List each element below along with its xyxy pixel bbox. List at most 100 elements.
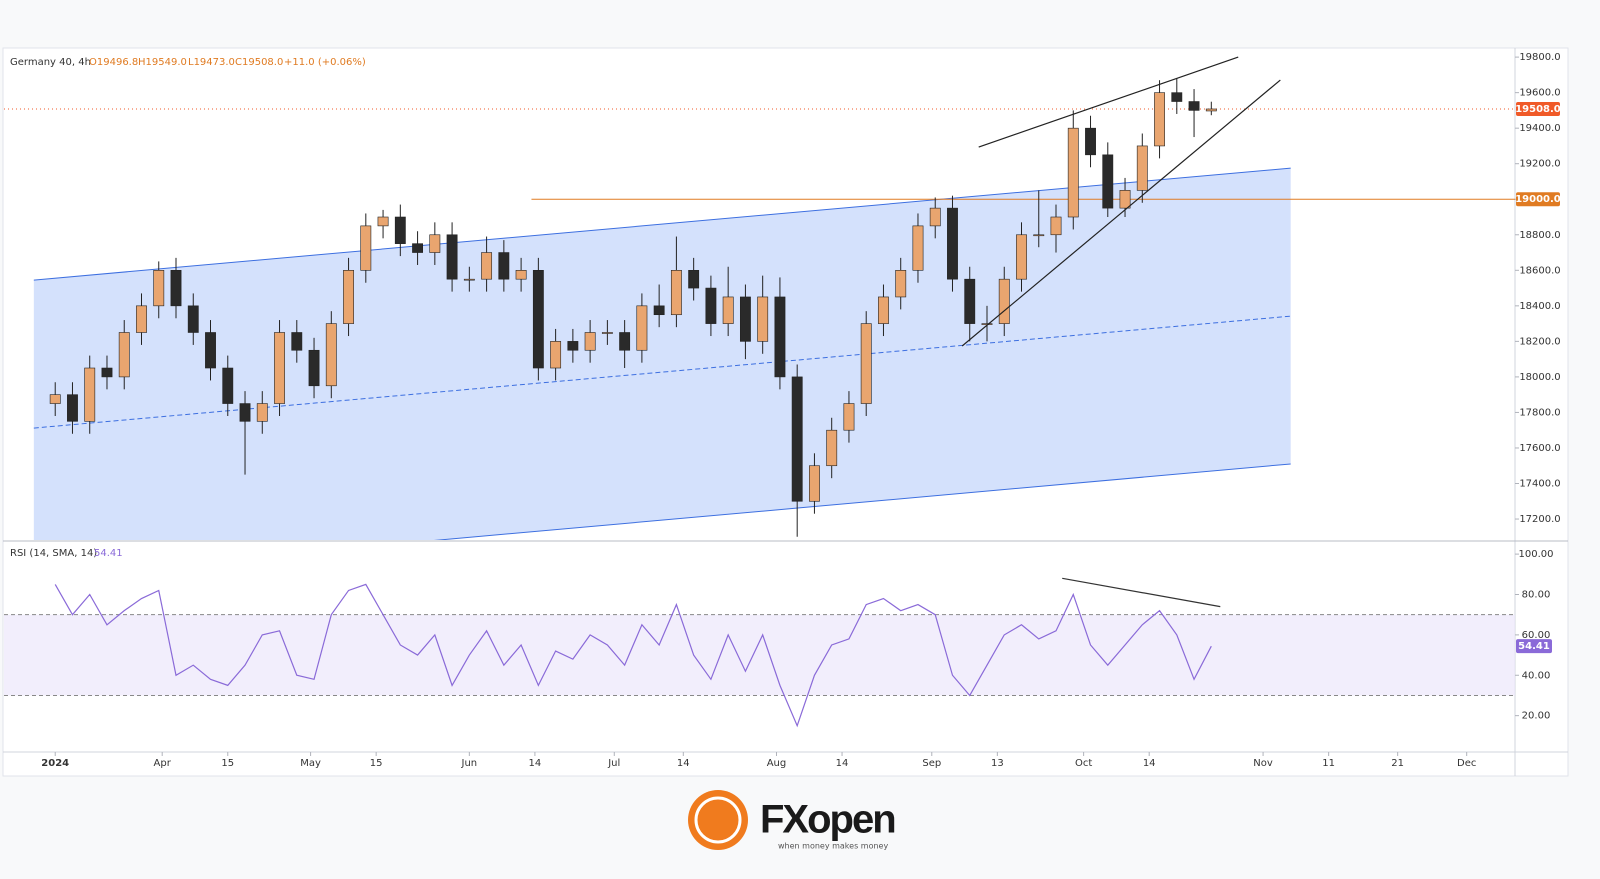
logo-mark-ring (694, 796, 742, 844)
x-tick-label: Nov (1253, 758, 1273, 769)
x-tick-label: Aug (767, 758, 787, 769)
candle-body (722, 296, 734, 324)
rsi-band (4, 614, 1515, 696)
candle-body (84, 367, 96, 422)
trendline (961, 79, 1281, 347)
candle-body (463, 278, 475, 281)
x-tick-label: May (300, 758, 321, 769)
candle-body (153, 270, 165, 307)
candle-body (291, 332, 303, 351)
candle-body (705, 287, 717, 324)
y-tick-label: 20.00 (1522, 711, 1551, 722)
channel-lower (433, 463, 1291, 540)
y-tick-label: 100.00 (1519, 549, 1554, 560)
candle-body (101, 367, 113, 378)
candle-body (1154, 92, 1165, 147)
candle-body (1102, 154, 1114, 209)
candle-body (878, 296, 889, 324)
candle-body (567, 341, 579, 351)
candle-body (912, 225, 924, 271)
x-tick-label: 2024 (41, 758, 69, 769)
y-tick-label: 18800.0 (1519, 230, 1560, 241)
x-tick-label: Jun (461, 758, 478, 769)
price-pane (4, 56, 1515, 540)
level-label: 19508.0 (1515, 104, 1561, 115)
candle-body (256, 403, 268, 422)
candle-body (739, 296, 751, 342)
candle-body (170, 270, 182, 307)
candle-body (49, 394, 61, 404)
candle-body (947, 207, 958, 280)
brand-tagline: when money makes money (778, 842, 888, 851)
candle-body (584, 332, 596, 351)
y-tick-label: 19400.0 (1519, 123, 1560, 134)
candle-body (653, 305, 665, 316)
x-tick-label: 15 (370, 758, 383, 769)
y-tick-label: 18000.0 (1519, 372, 1560, 383)
x-tick-label: 14 (1143, 758, 1156, 769)
candle-body (929, 207, 941, 227)
y-tick-label: 19600.0 (1519, 88, 1560, 99)
candle-body (1085, 127, 1096, 156)
brand-logo: FXopen when money makes money (688, 790, 897, 851)
y-tick-label: 60.00 (1522, 630, 1551, 641)
candle-body (843, 403, 855, 431)
x-tick-label: 21 (1391, 758, 1404, 769)
symbol-label: Germany 40, 4h (10, 57, 91, 68)
y-tick-label: 17600.0 (1519, 443, 1560, 454)
brand-name: FXopen (760, 798, 895, 842)
candle-body (343, 270, 354, 324)
candle-body (532, 270, 544, 369)
close-label: C19508.0 (235, 57, 283, 68)
candle-body (394, 216, 406, 244)
candle-body (601, 332, 613, 334)
channel-fill (33, 168, 1291, 540)
x-tick-label: Dec (1457, 758, 1476, 769)
candle-body (274, 332, 285, 404)
candle-body (429, 234, 441, 253)
candle-body (550, 341, 562, 369)
change-label: +11.0 (+0.06%) (284, 57, 366, 68)
candle-body (895, 270, 907, 298)
candle-body (1119, 190, 1131, 209)
candle-body (1016, 234, 1027, 280)
rsi-last-label: 54.41 (1518, 641, 1550, 652)
candle-body (809, 465, 820, 502)
x-tick-label: 14 (529, 758, 542, 769)
trendline (978, 56, 1239, 148)
candle-body (964, 278, 976, 324)
candle-body (325, 323, 337, 387)
high-label: H19549.0 (138, 57, 187, 68)
x-tick-label: Sep (922, 758, 941, 769)
candle-body (688, 270, 700, 289)
y-tick-label: 40.00 (1522, 670, 1551, 681)
candle-body (187, 305, 199, 333)
rsi-last-value: 54.41 (94, 548, 123, 559)
y-tick-label: 19200.0 (1519, 159, 1560, 170)
divergence-line (1062, 577, 1221, 608)
candle-body (774, 296, 786, 378)
candle-body (1205, 108, 1217, 112)
candle-body (1067, 127, 1079, 218)
open-label: O19496.8 (89, 57, 138, 68)
candle-body (619, 332, 631, 351)
candle-body (1136, 145, 1148, 191)
candle-body (826, 429, 838, 467)
candle-body (670, 270, 682, 316)
axes: 2024 Apr 15 May 15 Jun 14 Jul 14 Aug 14 Sep 13 Oct 14 N… (41, 52, 1561, 769)
x-tick-label: Apr (154, 758, 172, 769)
low-label: L19473.0 (188, 57, 235, 68)
x-tick-label: 11 (1322, 758, 1335, 769)
candle-body (377, 216, 389, 227)
candle-body (998, 278, 1010, 324)
x-tick-label: 14 (677, 758, 690, 769)
rsi-last-box (1516, 639, 1552, 654)
x-tick-label: Oct (1075, 758, 1092, 769)
candle-body (498, 252, 510, 280)
candle-body (1188, 101, 1200, 111)
x-tick-label: 15 (221, 758, 234, 769)
x-tick-label: 13 (991, 758, 1004, 769)
candle-body (67, 394, 78, 422)
